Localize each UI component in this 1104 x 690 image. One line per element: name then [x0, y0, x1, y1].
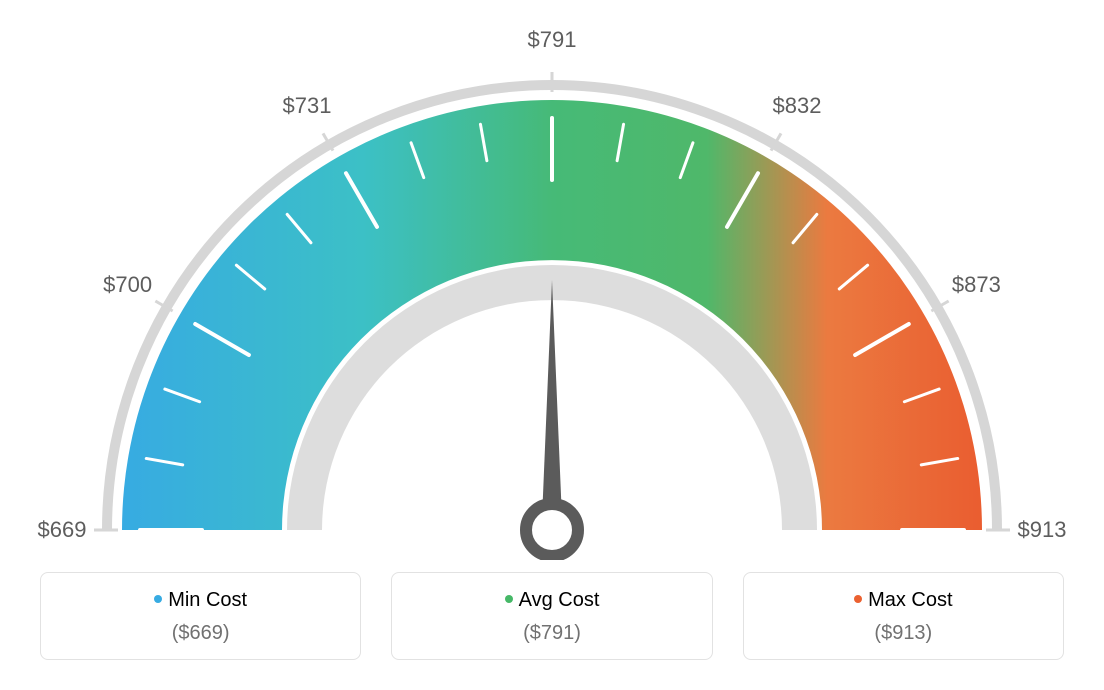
gauge-area: $669 $700 $731 $791 $832 $873 $913 — [0, 0, 1104, 560]
gauge-svg — [0, 0, 1104, 560]
gauge-tick-label: $913 — [1018, 517, 1067, 543]
legend-min-value: ($669) — [51, 622, 350, 645]
gauge-tick-label: $669 — [38, 517, 87, 543]
legend-avg-label: Avg Cost — [519, 589, 600, 611]
dot-icon — [154, 595, 162, 603]
legend-row: Min Cost ($669) Avg Cost ($791) Max Cost… — [40, 572, 1064, 660]
legend-max: Max Cost ($913) — [743, 572, 1064, 660]
dot-icon — [505, 595, 513, 603]
gauge-tick-label: $731 — [283, 93, 332, 119]
legend-max-title: Max Cost — [754, 589, 1053, 612]
legend-max-label: Max Cost — [868, 589, 952, 611]
dot-icon — [854, 595, 862, 603]
legend-avg-value: ($791) — [402, 622, 701, 645]
cost-gauge-chart: $669 $700 $731 $791 $832 $873 $913 Min Cost ($… — [0, 0, 1104, 690]
legend-min-title: Min Cost — [51, 589, 350, 612]
legend-min: Min Cost ($669) — [40, 572, 361, 660]
gauge-tick-label: $873 — [952, 272, 1001, 298]
legend-avg-title: Avg Cost — [402, 589, 701, 612]
gauge-tick-label: $791 — [528, 27, 577, 53]
legend-avg: Avg Cost ($791) — [391, 572, 712, 660]
legend-min-label: Min Cost — [168, 589, 247, 611]
gauge-tick-label: $832 — [773, 93, 822, 119]
legend-max-value: ($913) — [754, 622, 1053, 645]
gauge-tick-label: $700 — [103, 272, 152, 298]
